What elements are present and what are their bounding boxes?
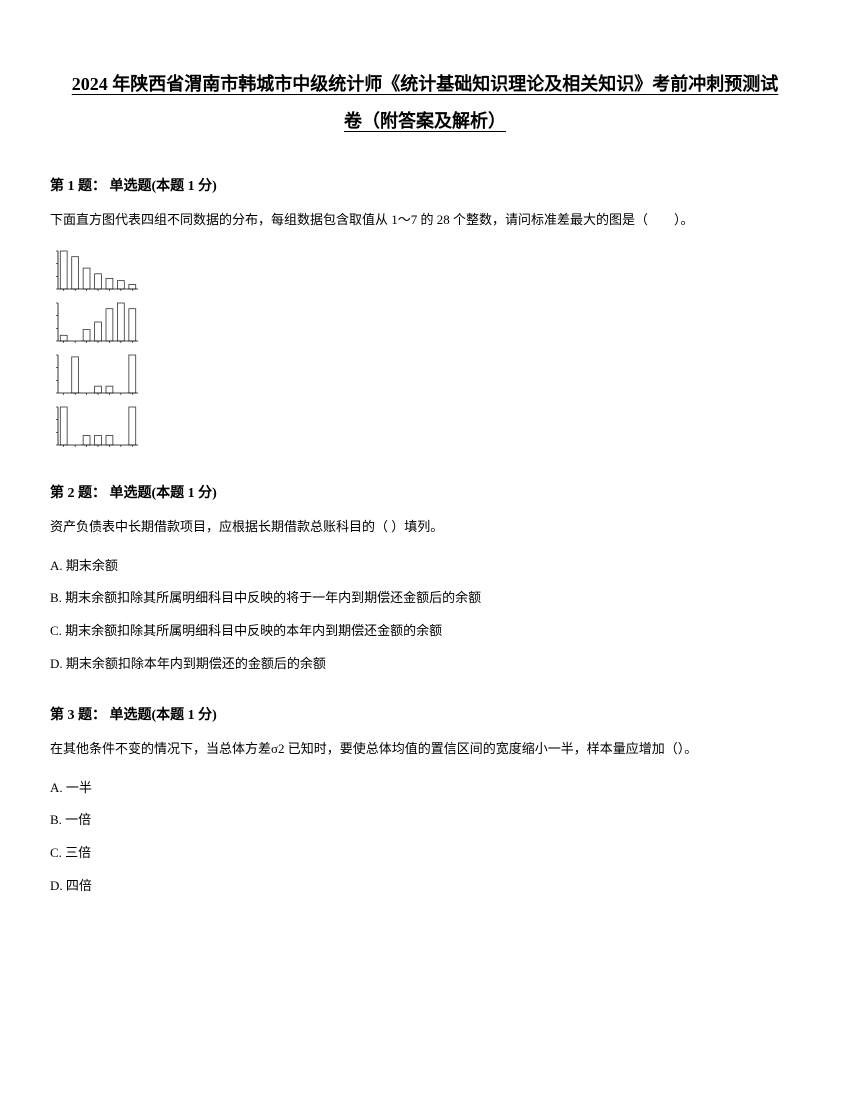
q1-text: 下面直方图代表四组不同数据的分布，每组数据包含取值从 1～7 的 28 个整数，…	[50, 208, 800, 233]
histogram-c	[50, 351, 800, 401]
q3-option-b: B. 一倍	[50, 808, 800, 833]
q2-option-b: B. 期末余额扣除其所属明细科目中反映的将于一年内到期偿还金额后的余额	[50, 586, 800, 611]
q2-text: 资产负债表中长期借款项目，应根据长期借款总账科目的（ ）填列。	[50, 515, 800, 540]
q2-option-d: D. 期末余额扣除本年内到期偿还的金额后的余额	[50, 652, 800, 677]
q2-option-c: C. 期末余额扣除其所属明细科目中反映的本年内到期偿还金额的余额	[50, 619, 800, 644]
q3-option-a: A. 一半	[50, 776, 800, 801]
histogram-a	[50, 247, 800, 297]
histogram-d	[50, 403, 800, 453]
q2-option-a: A. 期末余额	[50, 554, 800, 579]
q3-option-c: C. 三倍	[50, 841, 800, 866]
q1-histogram-group	[50, 247, 800, 453]
q3-option-d: D. 四倍	[50, 874, 800, 899]
q3-text: 在其他条件不变的情况下，当总体方差σ2 已知时，要使总体均值的置信区间的宽度缩小…	[50, 737, 800, 762]
doc-title-line2: 卷（附答案及解析）	[50, 107, 800, 136]
q2-header: 第 2 题： 单选题(本题 1 分)	[50, 483, 800, 505]
q3-header: 第 3 题： 单选题(本题 1 分)	[50, 705, 800, 727]
doc-title-line1: 2024 年陕西省渭南市韩城市中级统计师《统计基础知识理论及相关知识》考前冲刺预…	[50, 70, 800, 99]
q1-header: 第 1 题： 单选题(本题 1 分)	[50, 176, 800, 198]
histogram-b	[50, 299, 800, 349]
